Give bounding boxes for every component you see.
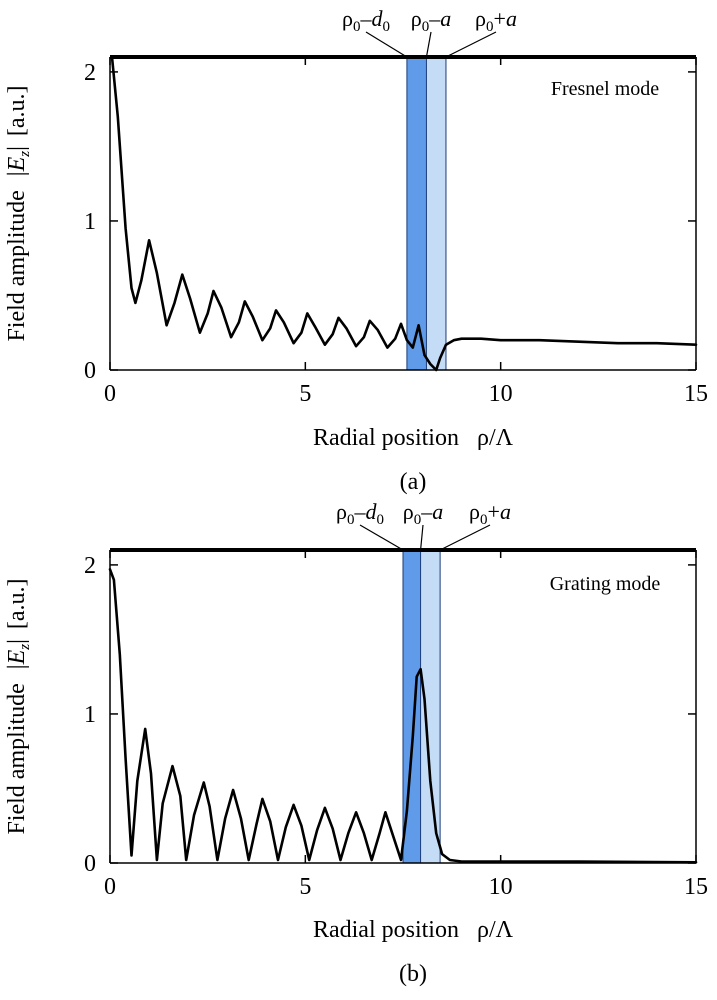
y-axis-title-symbol: E [4,649,30,665]
x-axis-title: Radial position ρ/Λ [313,917,514,943]
boundary-sub: 0 [347,512,355,528]
y-axis-title: Field amplitude|Ez|[a.u.] [4,578,33,834]
y-axis-title-bar: | [4,146,30,151]
boundary-sub: 0 [353,19,361,35]
boundary-op: – [359,6,372,31]
boundary-rho: ρ [475,6,486,31]
x-tick-label: 10 [489,381,513,407]
boundary-op: – [353,499,366,524]
leader-line [359,524,404,551]
y-tick-label: 1 [84,209,96,235]
boundary-sub: 0 [486,19,494,35]
region-cladding [426,57,446,370]
x-axis-title-symbol: ρ/Λ [477,425,514,451]
boundary-label: ρ0–a [403,499,443,528]
y-tick-label: 0 [84,851,96,877]
y-axis-title-text: Field amplitude [4,683,30,834]
boundary-sub: 0 [480,512,488,528]
y-tick-label: 2 [84,60,96,86]
boundary-rho: ρ [469,499,480,524]
region-core [406,57,427,370]
boundary-var-sub: 0 [382,19,390,35]
x-axis-title-text: Radial position [313,425,459,451]
boundary-op: + [494,6,506,31]
boundary-rho: ρ [403,499,414,524]
x-tick-label: 5 [299,381,311,407]
x-tick-label: 5 [299,874,311,900]
y-axis-title-sub: z [17,644,33,651]
boundary-label: ρ0+a [475,6,517,35]
boundary-rho: ρ [336,499,347,524]
boundary-op: – [420,499,433,524]
series-line [110,55,698,372]
x-tick-label: 0 [104,381,116,407]
boundary-label: ρ0+a [469,499,511,528]
boundary-op: + [488,499,500,524]
boundary-op: – [428,6,441,31]
x-tick-label: 15 [684,874,708,900]
x-tick-label: 10 [489,874,513,900]
y-axis-title-text: Field amplitude [4,190,30,341]
boundary-var: a [500,499,511,524]
leader-line [419,524,424,551]
y-axis-title-bar: | [4,664,30,669]
leader-line [425,31,432,58]
boundary-var: a [432,499,443,524]
region-cladding [420,550,441,863]
boundary-label: ρ0–d0 [336,499,384,528]
y-axis-title: Field amplitude|Ez|[a.u.] [4,85,33,341]
y-axis-title-units: [a.u.] [4,578,30,629]
boundary-rho: ρ [411,6,422,31]
x-tick-label: 15 [684,381,708,407]
boundary-var-sub: 0 [376,512,384,528]
boundary-sub: 0 [414,512,422,528]
x-axis-title: Radial position ρ/Λ [313,425,514,451]
leader-line [365,31,408,58]
y-axis-title-symbol: E [4,156,30,172]
leader-line [439,524,491,551]
y-tick-label: 0 [84,358,96,384]
x-axis-title-symbol: ρ/Λ [477,917,514,943]
mode-label: Grating mode [550,573,661,595]
x-axis-title-text: Radial position [313,917,459,943]
boundary-label: ρ0–d0 [342,6,390,35]
y-axis-title-bar: | [4,639,30,644]
boundary-label: ρ0–a [411,6,451,35]
region-core [403,550,421,863]
y-axis-title-units: [a.u.] [4,85,30,136]
panel-caption: (b) [399,961,427,987]
boundary-var: d [371,6,383,31]
y-axis-title-sub: z [17,151,33,158]
y-tick-label: 2 [84,553,96,579]
panel-caption: (a) [400,469,427,495]
boundary-var: d [365,499,377,524]
leader-line [445,31,497,58]
boundary-rho: ρ [342,6,353,31]
boundary-var: a [440,6,451,31]
y-axis-title-bar: | [4,171,30,176]
series-line [108,568,698,864]
boundary-var: a [506,6,517,31]
x-tick-label: 0 [104,874,116,900]
y-tick-label: 1 [84,702,96,728]
mode-label: Fresnel mode [551,78,659,100]
boundary-sub: 0 [422,19,430,35]
